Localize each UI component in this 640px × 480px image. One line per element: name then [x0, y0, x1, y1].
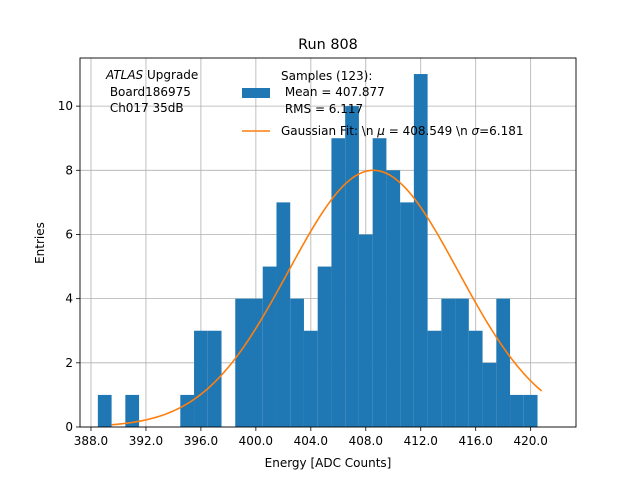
histogram-bar	[262, 266, 277, 427]
histogram-bar	[290, 298, 304, 427]
chart-title: Run 808	[298, 37, 358, 53]
histogram-bar	[413, 74, 428, 427]
y-tick-label: 8	[65, 163, 73, 177]
histogram-bar	[468, 330, 483, 427]
histogram-bar	[331, 138, 346, 427]
legend-samples-title: Samples (123):	[281, 69, 372, 83]
histogram-bar	[97, 394, 112, 427]
histogram-bar	[496, 298, 511, 427]
x-tick-label: 392.0	[129, 434, 163, 448]
histogram-bar	[276, 202, 291, 427]
histogram-bar	[180, 394, 195, 427]
x-tick-label: 396.0	[184, 434, 218, 448]
histogram-bar	[358, 234, 373, 427]
y-tick-label: 0	[65, 420, 73, 434]
upgrade-label: Upgrade	[143, 68, 198, 82]
x-axis-label: Energy [ADC Counts]	[265, 456, 392, 470]
legend-samples-rms: RMS = 6.117	[281, 102, 363, 116]
histogram-bar	[207, 330, 222, 427]
histogram-bar	[455, 298, 469, 427]
plot-frame	[79, 57, 577, 428]
atlas-annotation: ATLAS Upgrade Board186975 Ch017 35dB	[105, 68, 198, 115]
y-axis-label: Entries	[33, 222, 47, 264]
atlas-label: ATLAS	[105, 68, 144, 82]
x-tick-label: 416.0	[459, 434, 493, 448]
histogram-bar	[248, 298, 263, 427]
histogram-bar	[194, 330, 208, 427]
x-tick-label: 420.0	[513, 434, 547, 448]
gaussian-fit-line	[111, 169, 543, 426]
histogram-bar	[317, 266, 332, 427]
histogram-bar	[400, 202, 414, 427]
y-tick-label: 4	[65, 292, 73, 306]
y-tick-label: 10	[58, 99, 73, 113]
board-label: Board186975	[106, 85, 191, 99]
y-tick-label: 2	[65, 356, 73, 370]
histogram-bar	[427, 330, 442, 427]
svg-text:ATLAS Upgrade: ATLAS Upgrade	[105, 68, 198, 82]
histogram-bars	[97, 74, 538, 427]
legend-fit-label: Gaussian Fit: \n μ = 408.549 \n σ=6.181	[281, 124, 524, 138]
x-tick-label: 388.0	[74, 434, 108, 448]
legend: Samples (123): Mean = 407.877 RMS = 6.11…	[242, 69, 524, 138]
histogram-bar	[386, 170, 401, 427]
y-tick-label: 6	[65, 227, 73, 241]
histogram-bar	[441, 298, 456, 427]
histogram-bar	[510, 394, 524, 427]
x-tick-label: 408.0	[349, 434, 383, 448]
histogram-bar	[372, 138, 387, 427]
histogram-bar	[523, 394, 538, 427]
histogram-bar	[235, 298, 249, 427]
x-tick-label: 404.0	[294, 434, 328, 448]
histogram-bar	[303, 330, 318, 427]
histogram-bar	[482, 362, 497, 427]
y-axis-ticks: 0 2 4 6 8 10	[58, 99, 80, 434]
channel-label: Ch017 35dB	[106, 101, 184, 115]
legend-samples-mean: Mean = 407.877	[281, 85, 385, 99]
histogram-bar	[125, 394, 140, 427]
x-tick-label: 400.0	[239, 434, 273, 448]
legend-samples-swatch	[242, 88, 270, 98]
x-tick-label: 412.0	[404, 434, 438, 448]
x-axis-ticks: 388.0 392.0 396.0 400.0 404.0 408.0 412.0 416.0…	[74, 427, 548, 448]
histogram-bar	[345, 106, 359, 427]
